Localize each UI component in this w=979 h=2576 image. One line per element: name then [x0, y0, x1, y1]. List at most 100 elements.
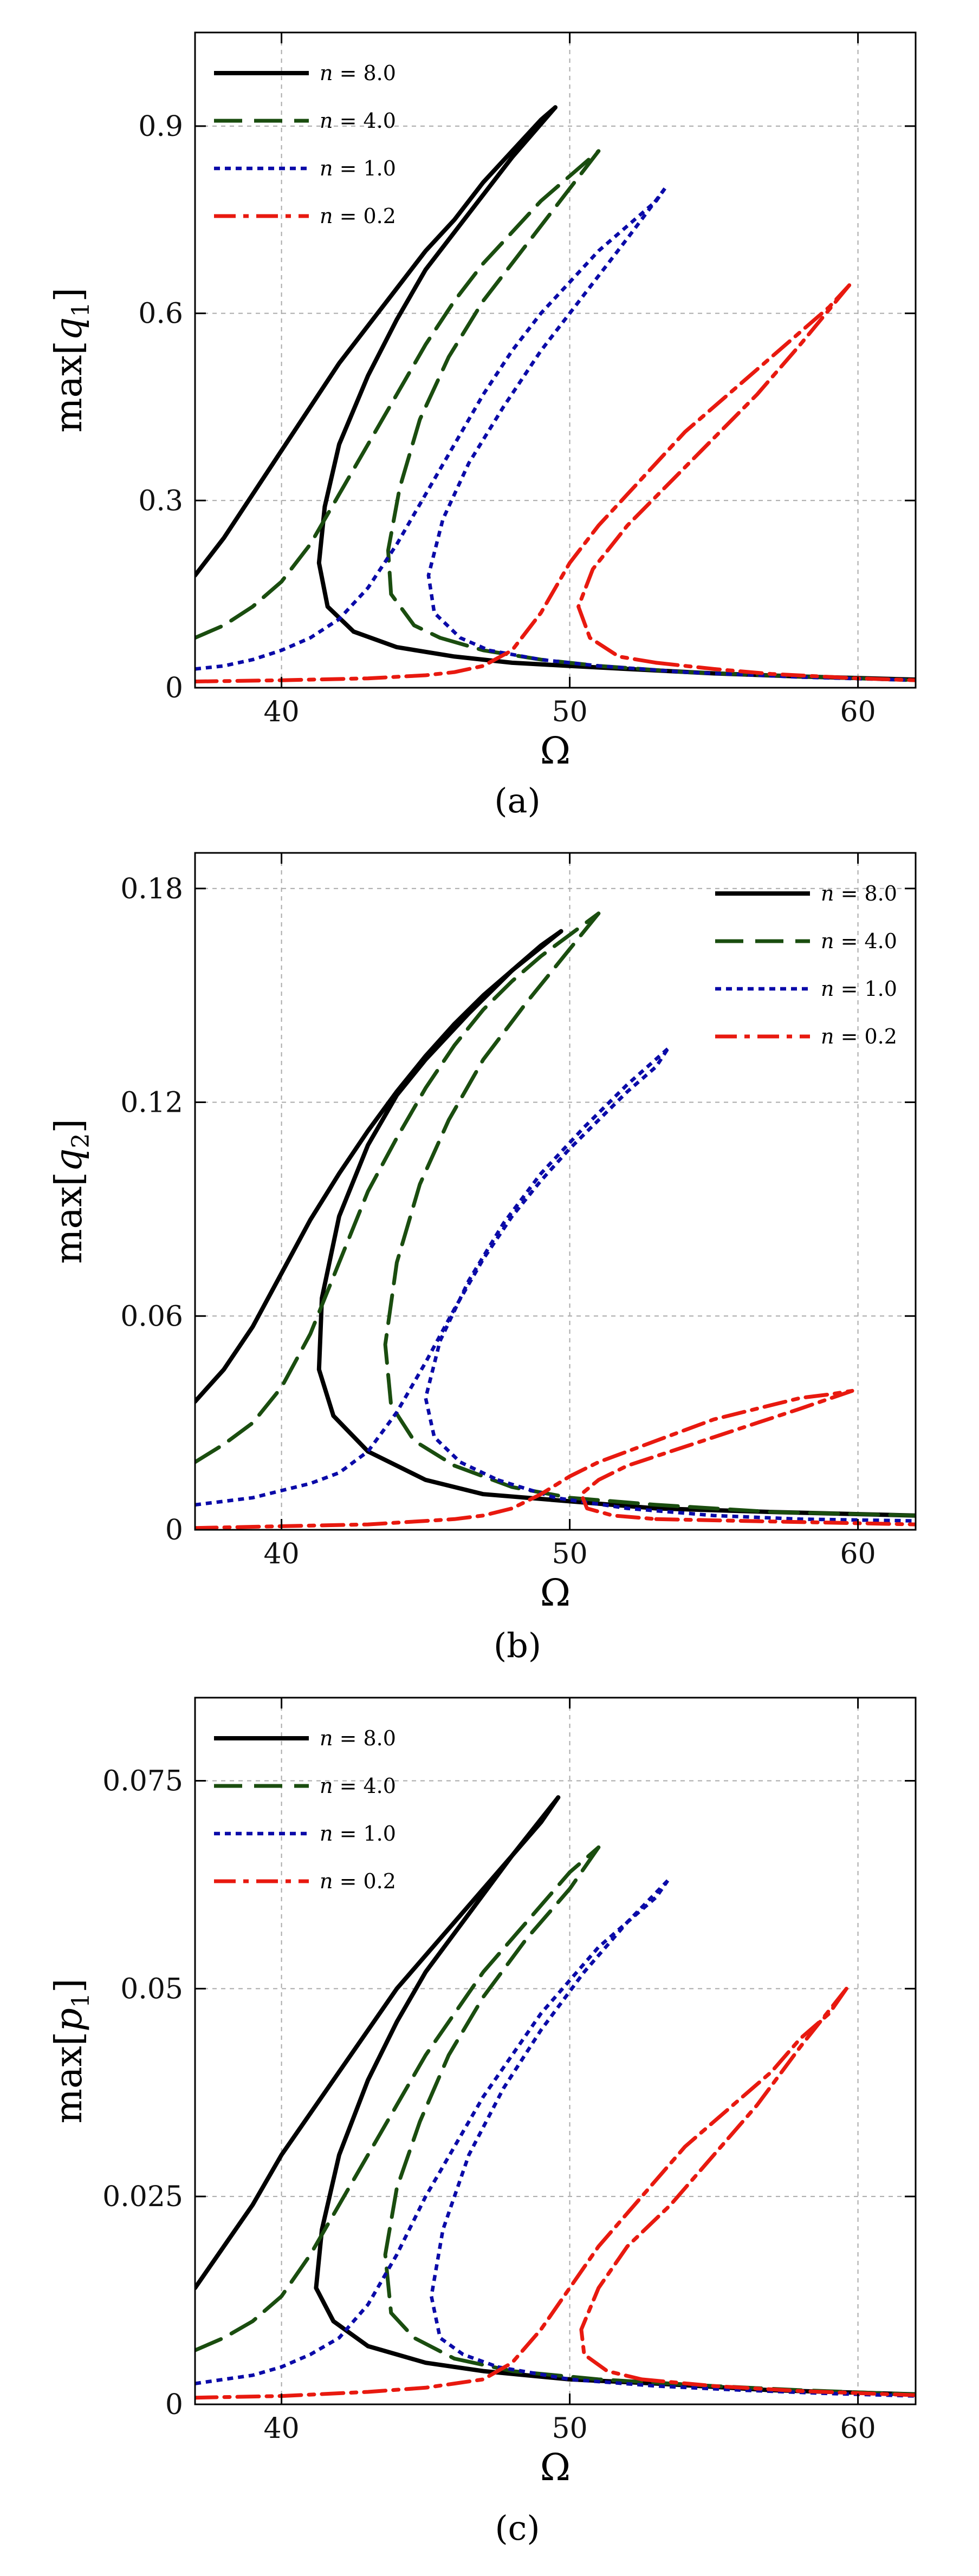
legend-val-n8: = 8.0 [834, 882, 897, 905]
legend-var-n4: n [320, 1774, 333, 1798]
y-tick-label: 0 [165, 1514, 183, 1547]
legend-text-n1: n = 1.0 [320, 1822, 396, 1845]
y-tick-label: 0.3 [138, 485, 183, 517]
legend-val-n02: = 0.2 [333, 1869, 396, 1893]
x-tick-label: 50 [552, 2412, 588, 2445]
y-tick-label: 0.12 [120, 1087, 183, 1119]
legend-var-n1: n [821, 977, 834, 1001]
series-layer [195, 1795, 916, 2400]
series-n8-upper-branch [195, 105, 557, 578]
x-tick-label: 50 [552, 696, 588, 728]
legend-text-n8: n = 8.0 [821, 882, 897, 905]
series-n1-upper-branch [195, 1048, 670, 1507]
y-tick-labels: 0 0.3 0.6 0.9 [138, 110, 183, 705]
legend-val-n02: = 0.2 [834, 1025, 897, 1048]
x-axis-label: Ω [540, 1572, 570, 1615]
y-label-subscript: 2 [67, 1133, 95, 1149]
x-tick-label: 60 [840, 696, 876, 728]
legend-var-n1: n [320, 1822, 333, 1845]
series-n02-lower-branch [654, 661, 916, 682]
series-n02-middle-branch [579, 1986, 848, 2382]
legend-text-n8: n = 8.0 [320, 61, 396, 85]
legend-entry-n02: n = 0.2 [715, 1025, 897, 1048]
series-n8-middle-branch [316, 105, 557, 634]
x-tick-label: 60 [840, 2412, 876, 2445]
plot-frame [194, 1697, 917, 2405]
legend-var-n8: n [821, 882, 834, 905]
series-n02-lower-branch [640, 2377, 916, 2397]
y-tick-label: 0 [165, 2389, 183, 2421]
series-n4-upper-branch [195, 911, 601, 1464]
legend-val-n8: = 8.0 [333, 61, 396, 85]
legend-val-n1: = 1.0 [333, 156, 396, 180]
series-n4-lower-branch [452, 1464, 916, 1518]
series-n1-lower-branch [489, 648, 916, 682]
x-axis-label: Ω [540, 2447, 570, 2489]
series-n4-upper-branch [195, 1845, 601, 2352]
series-n1-upper-branch [195, 1879, 670, 2385]
legend-entry-n1: n = 1.0 [214, 1822, 396, 1845]
y-tick-label: 0.18 [120, 873, 183, 905]
y-label-suffix: ] [48, 1979, 90, 1993]
chart-panel-b: 40 50 60 0 0.06 0.12 0.18 Ω max[q2] n = 8.0 n… [48, 852, 917, 1665]
x-tick-label: 50 [552, 1538, 588, 1570]
y-label-variable: q [48, 1149, 90, 1172]
y-tick-label: 0.075 [102, 1765, 183, 1798]
grid-lines [195, 1698, 916, 2404]
y-tick-label: 0.6 [138, 298, 183, 330]
grid-lines [195, 853, 916, 1530]
legend-text-n8: n = 8.0 [320, 1726, 396, 1750]
legend-text-n4: n = 4.0 [320, 109, 396, 133]
legend: n = 8.0 n = 4.0 n = 1.0 n = 0.2 [214, 61, 396, 228]
tick-marks [195, 1698, 916, 2405]
legend-entry-n02: n = 0.2 [214, 204, 396, 228]
legend-var-n02: n [821, 1025, 834, 1048]
y-tick-label: 0.025 [102, 2181, 183, 2213]
x-tick-labels: 40 50 60 [264, 1538, 876, 1570]
legend-entry-n8: n = 8.0 [214, 1726, 396, 1750]
legend-entry-n8: n = 8.0 [715, 882, 897, 905]
series-n1-middle-branch [426, 187, 666, 652]
y-label-prefix: max[ [48, 341, 90, 433]
legend-text-n4: n = 4.0 [821, 929, 897, 953]
legend-val-n1: = 1.0 [834, 977, 897, 1001]
y-tick-label: 0 [165, 672, 183, 705]
legend-var-n02: n [320, 1869, 333, 1893]
x-tick-label: 40 [264, 1538, 300, 1570]
legend-var-n4: n [821, 929, 834, 953]
series-n4-middle-branch [383, 911, 601, 1468]
series-n4-middle-branch [383, 1845, 601, 2361]
x-tick-label: 40 [264, 2412, 300, 2445]
series-n1-lower-branch [497, 1478, 916, 1523]
legend-val-n02: = 0.2 [333, 204, 396, 228]
legend-entry-n8: n = 8.0 [214, 61, 396, 85]
legend-entry-n1: n = 1.0 [214, 156, 396, 180]
y-label-subscript: 1 [67, 1993, 95, 2008]
caption-b: (b) [494, 1626, 541, 1665]
legend-entry-n4: n = 4.0 [214, 1774, 396, 1798]
y-tick-labels: 0 0.06 0.12 0.18 [120, 873, 183, 1547]
y-axis-label: max[q1] [48, 288, 95, 433]
y-label-subscript: 1 [67, 302, 95, 317]
series-n02-upper-branch [195, 1388, 854, 1530]
legend-entry-n1: n = 1.0 [715, 977, 897, 1001]
legend-var-n1: n [320, 156, 333, 180]
y-axis-label: max[q2] [48, 1119, 95, 1264]
chart-panel-a: 40 50 60 0 0.3 0.6 0.9 Ω max[q1] n = 8.0 n = … [48, 31, 917, 820]
legend-text-n1: n = 1.0 [320, 156, 396, 180]
legend-text-n02: n = 0.2 [320, 204, 396, 228]
y-label-suffix: ] [48, 1119, 90, 1133]
plot-frame [194, 31, 917, 689]
legend: n = 8.0 n = 4.0 n = 1.0 n = 0.2 [214, 1726, 396, 1893]
plot-frame [194, 852, 917, 1531]
legend-val-n8: = 8.0 [333, 1726, 396, 1750]
series-n02-lower-branch [654, 1517, 916, 1527]
series-n02-upper-branch [195, 283, 852, 683]
chart-panel-c: 40 50 60 0 0.025 0.05 0.075 Ω max[p1] n = 8.0… [48, 1697, 917, 2548]
y-label-variable: p [48, 2008, 90, 2032]
grid-lines [195, 32, 916, 688]
y-label-variable: q [48, 317, 90, 341]
series-layer [195, 911, 916, 1530]
series-n1-middle-branch [429, 1879, 669, 2369]
